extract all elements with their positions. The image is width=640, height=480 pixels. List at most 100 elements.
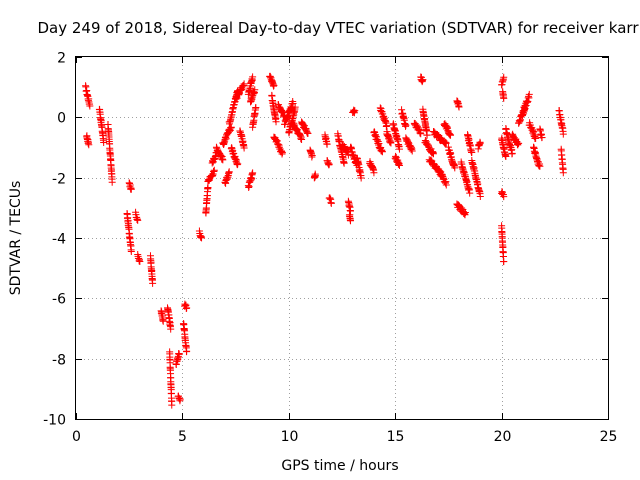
data-point [183, 304, 191, 312]
data-point [402, 121, 410, 129]
y-tick-label: -6 [52, 292, 66, 308]
y-tick-label: 2 [57, 51, 66, 67]
data-point [272, 118, 280, 126]
data-point [451, 164, 459, 172]
data-point [159, 317, 167, 325]
data-point [383, 122, 391, 130]
data-point [442, 181, 450, 189]
data-point [500, 193, 508, 201]
data-point [325, 160, 333, 168]
data-point [476, 192, 484, 200]
data-point [430, 150, 438, 158]
data-point [387, 139, 395, 147]
data-point [249, 169, 257, 177]
data-point [252, 104, 260, 112]
data-point [340, 159, 348, 167]
y-axis-label: SDTVAR / TECUs [8, 181, 24, 296]
data-point [559, 130, 567, 138]
data-point [515, 139, 523, 147]
x-tick-label: 5 [178, 429, 187, 445]
grid-layer [76, 57, 608, 419]
chart-title: Day 249 of 2018, Sidereal Day-to-day VTE… [38, 19, 640, 37]
data-point [204, 184, 212, 191]
data-point [240, 80, 248, 88]
data-point [559, 169, 567, 177]
data-point [447, 131, 455, 139]
data-point [100, 139, 108, 147]
x-tick-label: 0 [72, 429, 81, 445]
data-point [500, 258, 508, 266]
data-point [289, 100, 297, 108]
data-point [466, 189, 474, 197]
data-point [234, 160, 242, 168]
data-point [127, 247, 135, 255]
data-point [370, 169, 378, 177]
data-point [442, 139, 450, 147]
data-point [502, 152, 510, 160]
x-tick-label: 10 [281, 429, 299, 445]
plot-frame [75, 56, 609, 420]
data-points-layer [82, 72, 567, 409]
x-tick-label: 15 [387, 429, 405, 445]
data-point [219, 156, 227, 164]
data-point [86, 102, 94, 110]
data-point [351, 107, 359, 115]
data-point [536, 162, 544, 170]
data-point [167, 325, 175, 333]
data-point [468, 148, 476, 156]
data-point [455, 103, 463, 111]
data-point [308, 151, 316, 159]
data-point [357, 174, 365, 182]
data-point [134, 216, 142, 224]
data-point [291, 103, 299, 111]
data-point [278, 149, 286, 157]
data-point [136, 258, 144, 266]
data-point [298, 135, 306, 143]
data-point [176, 395, 184, 403]
data-point [210, 166, 218, 174]
data-point [532, 134, 540, 142]
data-point [183, 347, 191, 355]
data-point [108, 178, 116, 186]
x-axis-label: GPS time / hours [281, 458, 398, 474]
y-tick-label: -2 [52, 172, 66, 188]
data-point [538, 133, 546, 141]
y-tick-label: -4 [52, 232, 66, 248]
data-point [304, 129, 312, 137]
data-point [240, 144, 248, 152]
data-point [417, 130, 425, 138]
data-point [198, 234, 206, 242]
y-tick-label: -10 [43, 413, 66, 429]
data-point [500, 73, 508, 81]
data-point [423, 131, 431, 139]
data-point [395, 162, 403, 170]
data-point [408, 147, 416, 155]
data-point [149, 279, 157, 287]
data-point [168, 401, 176, 409]
y-tick-label: 0 [57, 111, 66, 127]
data-point [323, 140, 331, 148]
data-point [85, 141, 93, 149]
data-point [525, 90, 533, 98]
data-point [508, 149, 516, 157]
data-point [175, 350, 183, 358]
ticks-layer: 0 5 10 15 20 25 -10 -8 -6 -4 -2 0 2 [43, 51, 617, 446]
data-point [419, 76, 427, 84]
data-point [461, 208, 469, 216]
x-tick-label: 20 [494, 429, 512, 445]
data-point [347, 217, 355, 225]
data-point [476, 139, 484, 147]
data-point [500, 94, 508, 102]
data-point [327, 199, 335, 207]
data-point [127, 185, 135, 193]
x-tick-label: 25 [600, 429, 618, 445]
data-point [251, 86, 259, 94]
data-point [395, 145, 403, 153]
data-point [347, 207, 355, 215]
y-tick-label: -8 [52, 353, 66, 369]
data-point [378, 148, 386, 156]
data-point [270, 81, 278, 89]
data-point [311, 172, 319, 180]
